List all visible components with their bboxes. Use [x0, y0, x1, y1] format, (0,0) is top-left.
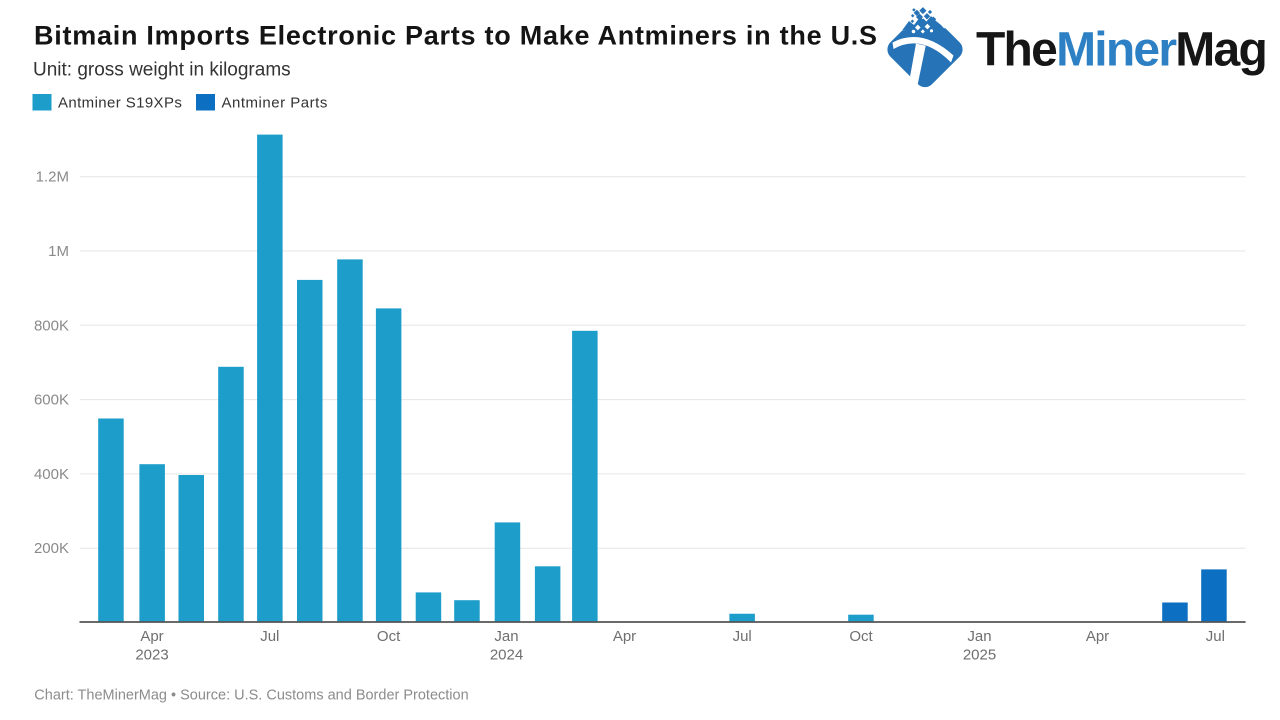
svg-text:600K: 600K — [34, 392, 69, 409]
svg-text:Apr: Apr — [613, 628, 636, 645]
svg-text:TheMinerMag: TheMinerMag — [976, 23, 1266, 76]
svg-text:2024: 2024 — [490, 647, 523, 664]
svg-text:Apr: Apr — [1086, 628, 1109, 645]
svg-text:1M: 1M — [48, 243, 69, 260]
svg-text:Jan: Jan — [967, 628, 991, 645]
svg-text:Jul: Jul — [260, 628, 279, 645]
svg-text:2025: 2025 — [963, 647, 996, 664]
svg-text:Oct: Oct — [849, 628, 873, 645]
svg-text:400K: 400K — [34, 466, 69, 483]
svg-text:1.2M: 1.2M — [36, 169, 69, 186]
svg-text:Oct: Oct — [377, 628, 401, 645]
svg-text:Apr: Apr — [140, 628, 163, 645]
svg-text:Jul: Jul — [733, 628, 752, 645]
svg-text:Bitmain Imports Electronic Par: Bitmain Imports Electronic Parts to Make… — [34, 21, 878, 51]
svg-text:Jan: Jan — [494, 628, 518, 645]
svg-text:Antminer Parts: Antminer Parts — [222, 95, 328, 112]
svg-text:800K: 800K — [34, 317, 69, 334]
svg-text:200K: 200K — [34, 540, 69, 557]
svg-text:Jul: Jul — [1206, 628, 1225, 645]
svg-text:2023: 2023 — [135, 647, 168, 664]
svg-text:Chart: TheMinerMag • Source: U: Chart: TheMinerMag • Source: U.S. Custom… — [34, 688, 468, 704]
svg-text:Unit: gross weight in kilogram: Unit: gross weight in kilograms — [33, 60, 291, 81]
svg-text:Antminer S19XPs: Antminer S19XPs — [58, 95, 182, 112]
